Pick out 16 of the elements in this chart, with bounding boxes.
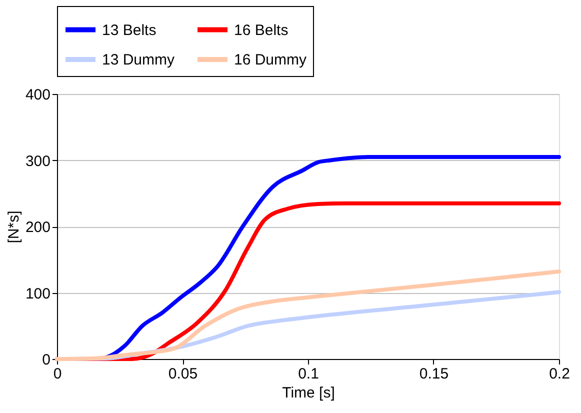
y-tick-label: 0 <box>42 352 50 368</box>
x-tick-label: 0.05 <box>168 366 198 382</box>
x-axis-title: Time [s] <box>282 384 335 402</box>
x-tick-label: 0.2 <box>549 366 570 382</box>
legend-label: 16 Dummy <box>234 52 308 68</box>
legend-label: 16 Belts <box>234 22 288 39</box>
legend-label: 13 Belts <box>102 22 156 39</box>
y-axis-title: [N*s] <box>5 210 22 244</box>
y-tick-label: 300 <box>25 152 50 170</box>
x-tick-label: 0.1 <box>298 366 319 382</box>
x-tick-label: 0.15 <box>419 366 449 382</box>
y-tick-label: 200 <box>25 219 50 236</box>
legend-label: 13 Dummy <box>102 52 176 68</box>
y-tick-label: 400 <box>25 86 50 104</box>
y-tick-label: 100 <box>25 285 50 302</box>
x-tick-label: 0 <box>53 366 62 382</box>
